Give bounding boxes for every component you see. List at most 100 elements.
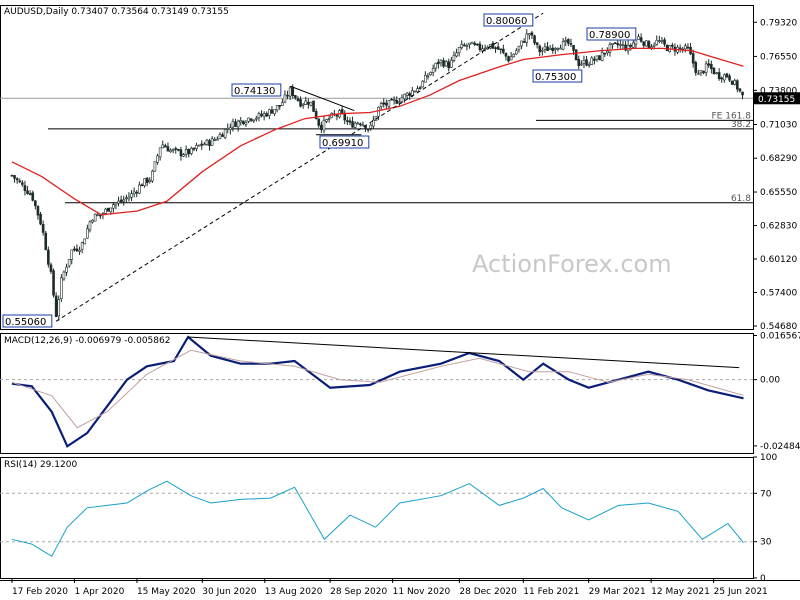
candle-body — [611, 43, 614, 45]
candle-body — [515, 50, 518, 55]
price-label-1: 0.78900 — [589, 30, 630, 41]
x-tick-label-0: 17 Feb 2020 — [12, 587, 68, 597]
candle-body — [320, 124, 323, 130]
candle-body — [522, 41, 526, 43]
candle-body — [83, 238, 87, 245]
candle-body — [600, 52, 604, 61]
candle-body — [507, 56, 510, 62]
candle-body — [179, 149, 183, 157]
candle-body — [252, 119, 256, 122]
candle-body — [177, 148, 180, 151]
candle-body — [80, 242, 84, 250]
candle-body — [499, 48, 503, 51]
price-label-box-2 — [231, 83, 282, 97]
rsi-tick-label-3: 0 — [760, 574, 766, 584]
candle-body — [634, 39, 638, 45]
candle-body — [299, 99, 302, 107]
current-price-box — [754, 92, 800, 105]
candle-body — [247, 117, 250, 122]
candle-body — [616, 43, 620, 46]
candle-body — [171, 149, 175, 151]
candle-body — [582, 59, 586, 64]
candle-body — [535, 42, 539, 46]
candle-body — [57, 299, 61, 317]
candle-body — [416, 88, 419, 92]
candle-body — [481, 48, 484, 52]
macd-tick-label-1: 0.00 — [760, 376, 780, 386]
candle-body — [694, 62, 698, 73]
candle-body — [382, 102, 386, 105]
candle-body — [645, 40, 648, 47]
candle-body — [710, 63, 713, 69]
x-tick-label-4: 13 Aug 2020 — [265, 587, 323, 597]
candle-body — [463, 44, 466, 47]
candle-body — [200, 143, 204, 146]
candle-body — [541, 49, 544, 52]
x-tick-label-2: 15 May 2020 — [137, 587, 196, 597]
candle-body — [140, 184, 144, 187]
candle-body — [533, 35, 536, 44]
candle-body — [572, 45, 575, 51]
candle-body — [478, 43, 482, 51]
candle-body — [93, 213, 97, 222]
candle-body — [642, 41, 646, 46]
candle-body — [49, 264, 53, 272]
candle-body — [437, 61, 440, 65]
candle-body — [314, 111, 318, 120]
macd-header: MACD(12,26,9) -0.006979 -0.005862 — [4, 336, 170, 346]
candle-body — [590, 57, 594, 65]
price-label-2: 0.74130 — [234, 86, 275, 97]
candle-body — [288, 87, 292, 97]
price-header: AUDUSD,Daily 0.73407 0.73564 0.73149 0.7… — [4, 7, 229, 17]
candle-body — [476, 43, 479, 46]
candle-body — [296, 98, 300, 101]
candle-body — [639, 37, 643, 42]
candle-body — [470, 41, 474, 45]
candle-body — [504, 52, 508, 57]
candle-body — [395, 100, 399, 104]
candle-body — [213, 139, 217, 141]
candle-body — [208, 140, 211, 147]
candle-body — [70, 249, 74, 260]
candle-body — [23, 185, 27, 191]
candle-body — [192, 147, 196, 150]
price-tick-label-0: 0.79320 — [760, 18, 797, 28]
candle-body — [231, 121, 235, 128]
candle-body — [483, 47, 487, 50]
candle-body — [577, 59, 581, 66]
candle-body — [385, 102, 388, 106]
candle-body — [546, 46, 549, 52]
price-label-box-3 — [532, 69, 583, 83]
candle-body — [465, 45, 469, 47]
candle-body — [699, 70, 703, 74]
candle-body — [62, 271, 66, 280]
candle-body — [145, 177, 149, 183]
candle-body — [275, 105, 279, 111]
candle-body — [184, 149, 188, 155]
candle-body — [660, 40, 664, 42]
candle-body — [281, 102, 284, 106]
moving-average-line — [11, 47, 744, 216]
candle-body — [244, 122, 248, 125]
candle-body — [203, 143, 206, 146]
candle-body — [723, 74, 726, 81]
candle-body — [455, 52, 458, 57]
candle-body — [738, 88, 742, 92]
candle-body — [720, 77, 724, 80]
macd-series-macd — [11, 335, 744, 448]
x-tick-label-9: 29 Mar 2021 — [589, 587, 646, 597]
candle-body — [587, 64, 591, 66]
candle-body — [691, 53, 695, 64]
candle-body — [707, 63, 711, 66]
candle-body — [733, 80, 737, 85]
candle-body — [260, 113, 263, 117]
candle-body — [10, 174, 14, 177]
candle-body — [574, 49, 578, 61]
candle-body — [104, 208, 107, 214]
price-label-4: 0.69910 — [322, 138, 363, 149]
candle-body — [112, 204, 115, 209]
candle-body — [234, 121, 237, 127]
fib-label-1: 38.2 — [731, 120, 751, 130]
panel-frame-m — [0, 333, 754, 454]
price-tick-label-3: 0.71030 — [760, 120, 797, 130]
